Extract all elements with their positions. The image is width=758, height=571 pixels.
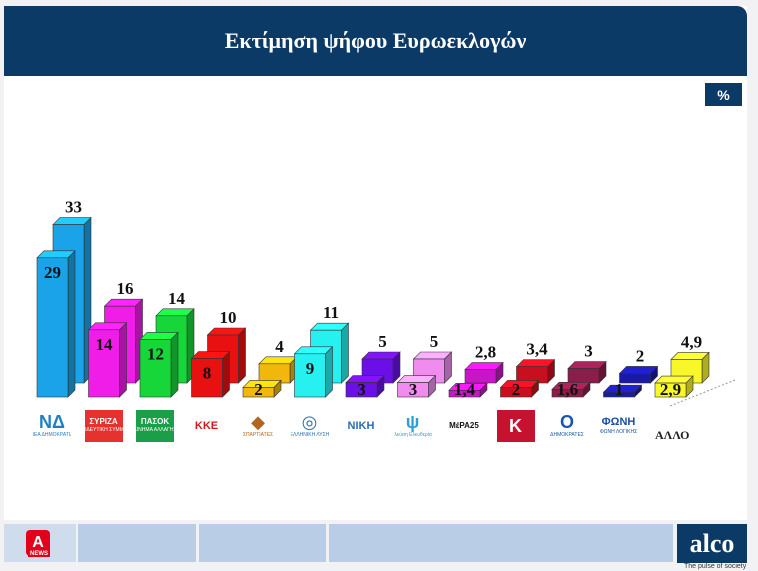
- bar-front-side: [325, 346, 333, 398]
- data-label-front: 3: [357, 380, 366, 399]
- data-label-back: 33: [65, 198, 82, 217]
- data-label-front: 8: [203, 364, 212, 383]
- bar-front-side: [222, 350, 230, 398]
- party-logo: ΦΩΝΗ ΦΩΝΗ ΛΟΓΙΚΗΣ: [599, 410, 638, 442]
- party-logo-caption: ΦΩΝΗ ΛΟΓΙΚΗΣ: [599, 428, 638, 435]
- data-label-back: 2: [636, 346, 645, 365]
- party-logo: Ο ΔΗΜΟΚΡΑΤΕΣ: [548, 410, 586, 442]
- bar-front: [88, 329, 120, 398]
- party-logo-mark: ΚΚΕ: [194, 419, 219, 432]
- data-label-back: 3: [584, 342, 593, 361]
- bar-front: [603, 391, 635, 398]
- party-logo-mark: ΣΥΡΙΖΑ: [89, 417, 118, 427]
- bar-front-side: [67, 250, 76, 398]
- bar-front: [345, 382, 378, 398]
- party-logo-mark: ψ: [405, 412, 420, 433]
- party-logo-caption: ΠΡΟΟΔΕΥΤΙΚΗ ΣΥΜΜΑΧΙΑ: [85, 427, 123, 434]
- data-label-front: 9: [306, 359, 315, 378]
- data-label-back: 11: [323, 303, 339, 322]
- footer-segment: [78, 524, 196, 562]
- alco-logo: alco: [677, 524, 747, 563]
- party-logo: ΣΥΡΙΖΑΠΡΟΟΔΕΥΤΙΚΗ ΣΥΜΜΑΧΙΑ: [84, 410, 123, 442]
- bar-front: [654, 382, 687, 398]
- party-logo-mark: ΠΑΣΟΚ: [140, 417, 170, 427]
- party-logo-mark: ΦΩΝΗ: [601, 415, 636, 428]
- data-label-back: 16: [117, 279, 134, 298]
- bar-back-side: [238, 327, 246, 384]
- footer-segment: [199, 524, 326, 562]
- party-logo-caption: ΝΕΑ ΔΗΜΟΚΡΑΤΙΑ: [33, 432, 71, 439]
- party-logo-mark: ◆: [251, 412, 265, 433]
- data-label-back: 4,9: [681, 332, 702, 351]
- bar-front: [139, 339, 172, 398]
- party-logo-mark: ◎: [301, 412, 318, 433]
- party-logo: ψΠλεύση Ελευθερίας: [393, 410, 432, 442]
- data-label-back: 3,4: [526, 340, 548, 359]
- bar-front: [191, 358, 223, 398]
- data-label-back: 10: [220, 308, 237, 327]
- party-logo: ◆ ΣΠΑΡΤΙΑΤΕΣ: [239, 410, 277, 442]
- bar-front: [242, 387, 275, 398]
- party-logo: ΝΙΚΗ: [342, 410, 380, 442]
- bar-front: [448, 389, 481, 398]
- data-label-back: 5: [378, 332, 387, 351]
- data-label-front: 14: [96, 335, 114, 354]
- unit-badge: %: [705, 83, 742, 106]
- data-label-front: 12: [147, 344, 164, 363]
- data-label-front: 29: [44, 263, 61, 282]
- data-label-front: 1,4: [454, 380, 476, 399]
- party-logo-mark: ΝΙΚΗ: [347, 419, 375, 432]
- bar-front: [36, 257, 69, 398]
- data-label-back: 2,8: [475, 343, 496, 362]
- party-logo: ΝΔΝΕΑ ΔΗΜΟΚΡΑΤΙΑ: [33, 410, 71, 442]
- other-label: ΑΛΛΟ: [655, 428, 690, 442]
- bar-back-side: [341, 322, 349, 384]
- chart-title: Εκτίμηση ψήφου Ευρωεκλογών: [224, 28, 527, 53]
- bar-front: [551, 389, 584, 398]
- data-label-back: 4: [275, 337, 284, 356]
- party-logo: Κ: [496, 410, 535, 442]
- data-label-front: 1,6: [557, 380, 578, 399]
- bar-front: [500, 387, 532, 398]
- party-logo: ◎ ΕΛΛΗΝΙΚΗ ΛΥΣΗ: [290, 410, 329, 442]
- party-logo: ΜέΡΑ25: [445, 410, 483, 442]
- bar-front-side: [119, 322, 127, 398]
- data-label-front: 2,9: [660, 380, 681, 399]
- data-label-back: 5: [430, 332, 439, 351]
- alco-tagline: The pulse of society: [684, 563, 747, 570]
- footer-segment: [329, 524, 673, 562]
- data-label-front: 2: [512, 380, 521, 399]
- party-logo-mark: ΜέΡΑ25: [449, 421, 479, 430]
- party-logo-mark: Ο: [559, 412, 574, 433]
- footer-bar: [0, 524, 758, 571]
- party-logo-caption: ΔΗΜΟΚΡΑΤΕΣ: [550, 432, 584, 439]
- party-logo-caption: ΣΠΑΡΤΙΑΤΕΣ: [242, 432, 274, 439]
- bar-front-side: [170, 331, 179, 398]
- party-logo-caption: ΕΛΛΗΝΙΚΗ ΛΥΣΗ: [290, 432, 329, 439]
- bar-back: [619, 373, 651, 384]
- party-logo-mark: Κ: [509, 416, 522, 436]
- data-label-back: 14: [168, 289, 186, 308]
- party-logo-caption: Πλεύση Ελευθερίας: [394, 432, 432, 439]
- data-label-front: 2: [254, 380, 263, 399]
- bar-front: [397, 382, 429, 398]
- bar-front: [294, 353, 326, 398]
- data-label-front: 3: [409, 380, 418, 399]
- title-bar: Εκτίμηση ψήφου Ευρωεκλογών: [4, 6, 747, 76]
- alpha-news-label: NEWS: [28, 551, 50, 557]
- party-logo-mark: ΝΔ: [39, 412, 65, 433]
- data-label-front: 1: [615, 380, 624, 399]
- party-logo: ΠΑΣΟΚΚΙΝΗΜΑ ΑΛΛΑΓΗΣ: [136, 410, 174, 442]
- party-logo: ΚΚΕ: [187, 410, 226, 442]
